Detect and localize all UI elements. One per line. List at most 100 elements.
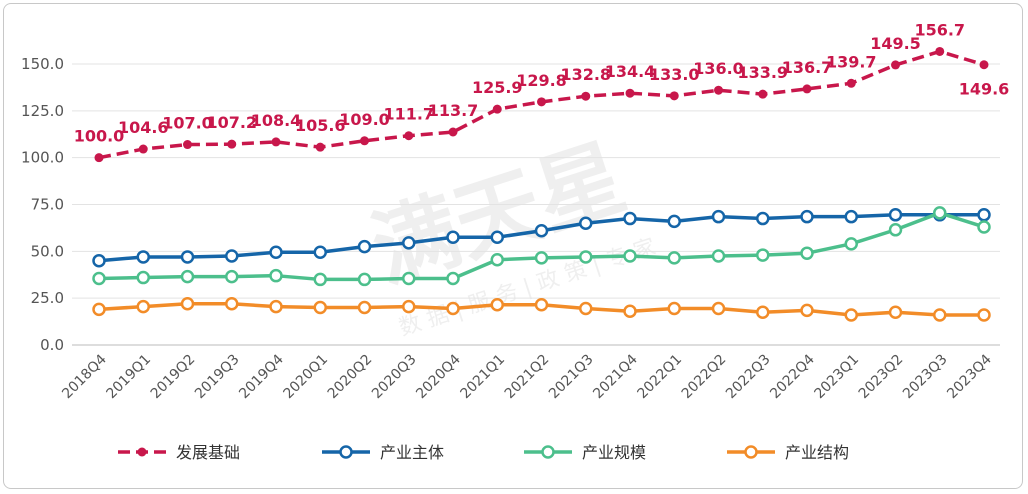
legend-marker — [541, 445, 555, 459]
y-tick-label: 150.0 — [21, 55, 64, 73]
legend-marker — [339, 445, 353, 459]
data-point — [888, 208, 903, 222]
x-tick-label: 2018Q4 — [59, 351, 110, 402]
data-label: 100.0 — [74, 127, 125, 146]
data-point — [360, 136, 369, 146]
data-point — [357, 300, 372, 315]
data-point — [579, 216, 593, 230]
x-tick-label: 2023Q2 — [856, 352, 907, 403]
x-tick-label: 2021Q2 — [502, 352, 553, 403]
data-point — [714, 85, 723, 95]
data-label: 134.4 — [605, 62, 656, 81]
data-point — [844, 209, 858, 224]
data-point — [667, 301, 681, 316]
data-label: 156.7 — [914, 20, 965, 39]
data-point — [669, 91, 679, 101]
legend-label: 发展基础 — [176, 443, 240, 462]
x-tick-label: 2019Q3 — [192, 352, 243, 403]
y-axis: 0.0 25.0 50.0 75.0 100.0 125.0 150.0 — [21, 55, 64, 354]
x-tick-label: 2019Q1 — [103, 352, 154, 403]
data-point — [404, 131, 414, 141]
data-point — [227, 139, 237, 149]
data-point — [977, 308, 991, 322]
data-point — [315, 142, 325, 152]
x-tick-label: 2019Q4 — [236, 351, 287, 402]
data-point — [846, 78, 856, 88]
legend-item-1: 产业主体 — [322, 443, 444, 462]
data-label: 149.5 — [870, 34, 921, 53]
data-point — [711, 301, 726, 316]
legend-item-0: 发展基础 — [118, 443, 240, 462]
data-point — [138, 144, 148, 154]
data-point — [225, 269, 239, 284]
data-point — [802, 84, 812, 94]
x-tick-label: 2022Q4 — [767, 351, 818, 402]
x-tick-label: 2022Q3 — [723, 352, 774, 403]
data-point — [579, 250, 593, 264]
data-point — [888, 223, 903, 237]
x-tick-label: 2021Q3 — [546, 352, 597, 403]
data-point — [534, 297, 549, 312]
data-labels: 100.0104.6107.0107.2108.4105.6109.0111.7… — [74, 20, 1010, 145]
data-point — [800, 209, 814, 224]
legend-label: 产业主体 — [380, 443, 444, 462]
x-tick-label: 2020Q1 — [280, 352, 331, 403]
data-point — [667, 251, 681, 265]
data-point — [800, 303, 814, 318]
data-label: 132.8 — [560, 65, 611, 84]
data-label: 107.0 — [162, 114, 213, 133]
x-tick-label: 2022Q1 — [634, 352, 685, 403]
x-axis: 2018Q42019Q12019Q22019Q32019Q42020Q12020… — [59, 351, 995, 402]
data-point — [979, 60, 989, 70]
data-point — [136, 299, 150, 314]
data-point — [756, 248, 770, 262]
x-tick-label: 2019Q2 — [148, 352, 199, 403]
data-point — [94, 153, 104, 163]
data-point — [313, 300, 327, 315]
data-point — [891, 60, 900, 70]
data-point — [225, 249, 239, 263]
data-point — [490, 230, 504, 245]
data-point — [888, 305, 903, 319]
x-tick-label: 2021Q1 — [457, 352, 508, 403]
y-tick-label: 75.0 — [31, 196, 64, 214]
data-label: 107.2 — [206, 113, 257, 132]
series-2 — [92, 206, 991, 287]
data-point — [446, 271, 460, 286]
x-tick-label: 2023Q3 — [900, 352, 951, 403]
data-point — [269, 268, 283, 283]
y-tick-label: 0.0 — [40, 336, 64, 354]
data-label: 136.7 — [782, 58, 833, 77]
data-point — [537, 97, 546, 107]
data-label: 129.8 — [516, 71, 567, 90]
series-group — [92, 46, 991, 322]
y-tick-label: 100.0 — [21, 149, 64, 167]
data-label: 108.4 — [251, 111, 302, 130]
data-point — [357, 239, 372, 254]
data-point — [180, 269, 195, 284]
data-label: 139.7 — [826, 52, 877, 71]
data-point — [534, 251, 549, 265]
data-point — [534, 223, 549, 238]
data-point — [446, 230, 460, 245]
y-tick-label: 125.0 — [21, 102, 64, 120]
legend-item-3: 产业结构 — [727, 443, 849, 462]
data-point — [269, 299, 283, 314]
x-tick-label: 2023Q1 — [811, 352, 862, 403]
data-label: 109.0 — [339, 110, 390, 129]
data-point — [935, 46, 945, 56]
x-tick-label: 2023Q4 — [944, 351, 995, 402]
data-point — [313, 245, 327, 260]
data-point — [402, 271, 416, 286]
data-point — [711, 209, 726, 224]
legend-label: 产业规模 — [582, 443, 646, 462]
data-label: 105.6 — [295, 116, 346, 135]
legend-marker — [744, 445, 758, 459]
data-point — [448, 127, 458, 137]
data-point — [800, 246, 814, 260]
x-tick-label: 2020Q2 — [325, 352, 376, 403]
data-point — [402, 236, 416, 250]
data-label: 149.6 — [959, 80, 1010, 99]
data-point — [490, 297, 504, 312]
data-label: 104.6 — [118, 118, 169, 137]
